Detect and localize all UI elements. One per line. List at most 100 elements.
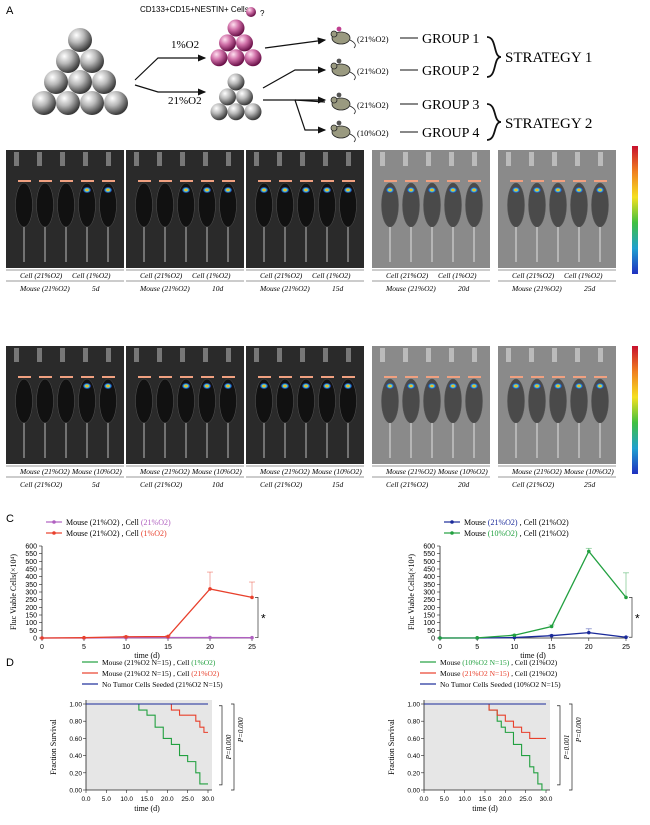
cage-rod <box>180 348 185 362</box>
imaged-mouse <box>570 180 588 262</box>
cage-rod <box>575 152 580 166</box>
caption-right: Cell (1%O2) <box>438 271 477 280</box>
ear-tag <box>510 376 523 378</box>
mouse-silhouette <box>15 182 33 228</box>
y-tick-label: 550 <box>423 551 435 558</box>
ear-tag <box>468 376 481 378</box>
implanted-cell-icon <box>336 58 342 64</box>
imaged-mouse <box>423 180 441 262</box>
caption-left: Mouse (21%O2) <box>511 467 562 476</box>
cage-rod <box>134 348 139 362</box>
y-tick-label: 450 <box>423 567 435 574</box>
y-tick-label: 0.40 <box>407 753 420 760</box>
legend-suffix: , Cell (21%O2) <box>518 518 569 527</box>
cage-rod <box>380 348 385 362</box>
luminescence-spot <box>428 187 436 193</box>
ear-tag <box>573 180 586 182</box>
data-point <box>624 595 628 600</box>
imaged-mouse <box>549 180 567 262</box>
ear-tag <box>60 376 73 378</box>
imaged-mouse <box>36 180 54 262</box>
cage-rod <box>323 348 328 362</box>
cells-caption: CD133+CD15+NESTIN+ Cells <box>140 5 249 14</box>
caption-bottom: Mouse (21%O2) <box>259 284 310 293</box>
luminescence-spot <box>182 383 190 389</box>
mouse-silhouette <box>36 378 54 424</box>
arrow-group-2 <box>262 66 327 89</box>
imaged-mouse <box>297 180 315 262</box>
imaged-mouse <box>465 376 483 458</box>
data-point <box>40 636 44 640</box>
y-tick-label: 500 <box>25 559 37 566</box>
implanted-cell-icon <box>336 92 342 98</box>
day-label: 5d <box>92 480 100 489</box>
colorbar-row-2 <box>632 346 638 474</box>
luminescence-spot <box>449 187 457 193</box>
cage-rod <box>37 152 42 166</box>
luminescence-spot <box>302 187 310 193</box>
cell-ball <box>210 103 228 121</box>
survival-step-line <box>424 703 546 739</box>
imaged-mouse <box>135 180 153 262</box>
cage-rod <box>226 348 231 362</box>
x-tick-label: 10 <box>122 644 130 651</box>
y-tick-label: 350 <box>25 582 37 589</box>
luminescence-spot <box>512 187 520 193</box>
caption-left: Cell (21%O2) <box>20 271 63 280</box>
ear-tag <box>426 376 439 378</box>
cage-rod <box>134 152 139 166</box>
cage-rod <box>203 152 208 166</box>
ear-tag <box>447 180 460 182</box>
cage-rod <box>449 348 454 362</box>
series-line <box>439 550 627 639</box>
legend-text: Mouse (21%O2) , Cell (21%O2) <box>66 518 171 527</box>
ear-tag <box>279 180 292 182</box>
luminescence-spot <box>554 383 562 389</box>
pyramid-grey-small <box>210 73 262 121</box>
y-tick-label: 100 <box>25 620 37 627</box>
luminescence-spot <box>428 383 436 389</box>
y-tick-label: 250 <box>25 597 37 604</box>
imaged-mouse <box>198 180 216 262</box>
cage-rod <box>346 348 351 362</box>
y-tick-label: 1.00 <box>69 702 82 709</box>
legend-marker <box>450 531 454 535</box>
ear-tag <box>594 376 607 378</box>
cage-rod <box>598 152 603 166</box>
y-tick-label: 600 <box>25 544 37 551</box>
implanted-cell-icon <box>336 120 342 126</box>
cage-rod <box>506 152 511 166</box>
ear-tag <box>102 180 115 182</box>
cell-ball <box>104 91 128 115</box>
y-axis-label: Fraction Survival <box>49 718 58 775</box>
x-tick-label: 20.0 <box>499 796 512 803</box>
cell-ball <box>56 91 80 115</box>
imaged-mouse <box>318 180 336 262</box>
data-point <box>250 595 254 600</box>
plot-background <box>86 700 212 790</box>
x-tick-label: 15.0 <box>479 796 492 803</box>
caption-bottom: Cell (21%O2) <box>260 480 303 489</box>
condition-21-label: 21%O2 <box>168 95 202 107</box>
x-tick-label: 30.0 <box>540 796 553 803</box>
imaged-mouse <box>507 376 525 458</box>
y-tick-label: 0.60 <box>69 736 82 743</box>
day-label: 20d <box>458 284 470 293</box>
imaged-mouse <box>177 376 195 458</box>
x-tick-label: 5 <box>82 644 86 651</box>
legend-highlight: (21%O2) <box>191 669 219 678</box>
caption-left: Mouse (21%O2) <box>139 467 190 476</box>
caption-right: Mouse (10%O2) <box>437 467 488 476</box>
panel-a: A CD133+CD15+NESTIN+ Cells ? 1%O2 21%O2 … <box>6 5 592 143</box>
imaging-row-2: Mouse (21%O2) Mouse (10%O2) Cell (21%O2) 5d… <box>6 346 616 489</box>
y-tick-label: 550 <box>25 551 37 558</box>
arrow-to-21pct <box>134 84 207 96</box>
luminescence-spot <box>224 383 232 389</box>
x-tick-label: 0 <box>40 644 44 651</box>
ear-tag <box>81 376 94 378</box>
caption-left: Cell (21%O2) <box>140 271 183 280</box>
ear-tag <box>342 180 355 182</box>
imaged-mouse <box>570 376 588 458</box>
y-tick-label: 300 <box>25 590 37 597</box>
strategy-2-label: STRATEGY 2 <box>505 116 592 132</box>
